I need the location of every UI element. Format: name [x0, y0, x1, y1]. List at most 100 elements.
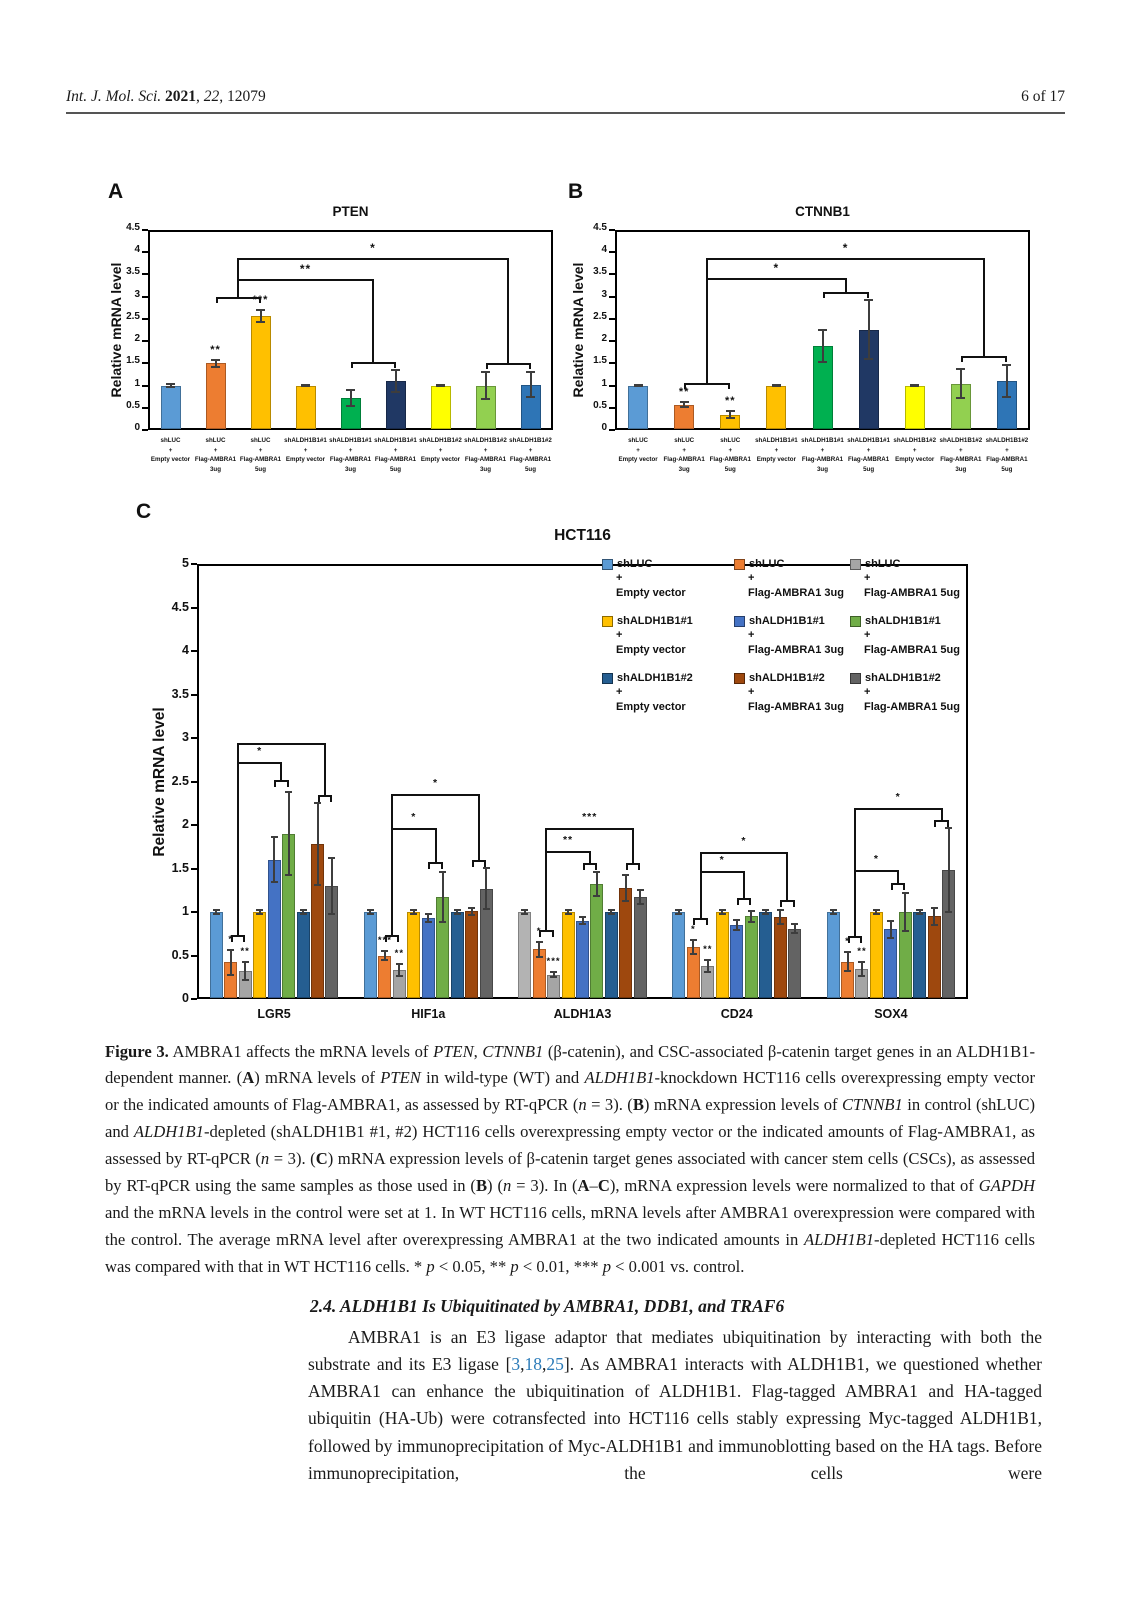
error-bar-cap: [436, 385, 445, 387]
significance-bracket: [280, 762, 283, 780]
error-bar-cap: [791, 923, 799, 926]
panel-b-label: B: [568, 180, 584, 203]
error-bar-cap: [675, 909, 683, 912]
error-bar: [427, 913, 430, 923]
bar: [590, 884, 604, 998]
significance-bracket: [859, 936, 862, 944]
x-axis-label: shALDH1B1#2 + Empty vector: [419, 437, 462, 464]
significance-bracket: [236, 743, 326, 746]
legend-item: shLUC + Empty vector: [602, 557, 686, 600]
bar: [250, 315, 271, 429]
significance-bracket: [384, 934, 387, 942]
error-bar: [639, 890, 642, 905]
journal-citation: Int. J. Mol. Sci. 2021, 22, 12079: [66, 88, 266, 105]
page-number: 6 of 17: [1021, 88, 1065, 105]
bar: [604, 912, 618, 998]
error-bar-cap: [901, 891, 909, 894]
error-bar-cap: [579, 916, 586, 919]
legend-swatch: [850, 615, 861, 627]
citation-link[interactable]: 3: [511, 1353, 521, 1374]
y-tick-label: 2: [182, 817, 189, 831]
significance-bracket: [706, 258, 709, 384]
y-tick-mark: [142, 251, 148, 254]
error-bar-cap: [314, 802, 321, 805]
bar: [633, 897, 647, 998]
error-bar: [706, 959, 709, 973]
significance-label: *: [873, 853, 879, 866]
significance-bracket: [317, 795, 320, 803]
significance-bracket: [258, 296, 261, 303]
error-bar-cap: [346, 389, 355, 391]
bar: [826, 912, 840, 998]
significance-bracket: [391, 827, 437, 830]
error-bar: [867, 300, 870, 359]
error-bar: [832, 910, 835, 914]
error-bar-cap: [607, 912, 615, 915]
significance-bracket: [822, 292, 825, 299]
citation-link[interactable]: 25: [546, 1353, 564, 1374]
error-bar-cap: [381, 950, 389, 953]
significance-bracket: [384, 934, 400, 937]
legend-swatch: [734, 672, 745, 684]
significance-label: *: [895, 791, 901, 804]
y-tick-mark: [609, 295, 615, 298]
chart-title: CTNNB1: [795, 204, 850, 219]
error-bar: [485, 867, 488, 910]
error-bar-cap: [468, 906, 476, 909]
significance-label: *: [432, 776, 439, 789]
error-bar-cap: [366, 909, 374, 912]
significance-stars: **: [703, 943, 713, 955]
error-bar: [764, 910, 767, 914]
significance-bracket: [545, 827, 548, 931]
x-axis-label: shALDH1B1#2 + Flag-AMBRA1 5ug: [509, 437, 552, 473]
legend-item: shALDH1B1#2 + Flag-AMBRA1 3ug: [734, 671, 844, 714]
error-bar: [215, 910, 218, 914]
significance-bracket: [786, 851, 789, 900]
x-axis-label: shLUC + Flag-AMBRA1 3ug: [194, 437, 237, 473]
significance-bracket: [237, 257, 239, 297]
x-axis-label: shALDH1B1#1 + Flag-AMBRA1 5ug: [847, 437, 890, 473]
error-bar: [624, 874, 627, 901]
x-axis-group-label: HIF1a: [411, 1007, 446, 1021]
citation-link[interactable]: 18: [524, 1353, 543, 1374]
y-tick-mark: [609, 429, 615, 431]
significance-bracket: [539, 930, 554, 933]
x-axis-label: shALDH1B1#2 + Flag-AMBRA1 5ug: [985, 437, 1029, 473]
error-bar-cap: [535, 956, 543, 959]
significance-bracket: [853, 808, 856, 937]
error-bar-cap: [762, 912, 770, 915]
y-tick-label: 1.5: [126, 355, 140, 367]
panel-c-label: C: [136, 500, 152, 523]
error-bar-cap: [227, 973, 235, 976]
y-tick-label: 3.5: [171, 686, 189, 701]
error-bar-cap: [468, 913, 476, 916]
y-tick-label: 1: [601, 377, 607, 389]
y-tick-mark: [142, 429, 148, 431]
error-bar-cap: [391, 391, 400, 394]
bar: [619, 887, 633, 998]
y-tick-mark: [142, 229, 148, 231]
error-bar-cap: [366, 912, 374, 915]
y-tick-mark: [191, 650, 197, 652]
error-bar-cap: [212, 909, 220, 912]
significance-label: **: [562, 834, 574, 847]
bar: [773, 917, 787, 998]
significance-bracket: [582, 863, 597, 866]
significance-bracket: [215, 296, 261, 299]
x-axis-group-label: CD24: [720, 1007, 753, 1021]
error-bar: [214, 359, 217, 367]
error-bar-cap: [453, 912, 461, 915]
chart-title: HCT116: [554, 527, 611, 544]
significance-label: *: [370, 240, 376, 255]
significance-label: *: [411, 810, 417, 823]
error-bar-cap: [241, 961, 249, 964]
error-bar-cap: [872, 912, 880, 915]
error-bar-cap: [285, 874, 293, 877]
error-bar-cap: [424, 921, 432, 924]
legend-swatch: [850, 558, 861, 570]
significance-bracket: [485, 362, 531, 365]
error-bar: [229, 950, 232, 975]
y-tick-label: 0: [134, 422, 140, 433]
error-bar-cap: [844, 970, 851, 973]
y-tick-mark: [142, 273, 148, 276]
